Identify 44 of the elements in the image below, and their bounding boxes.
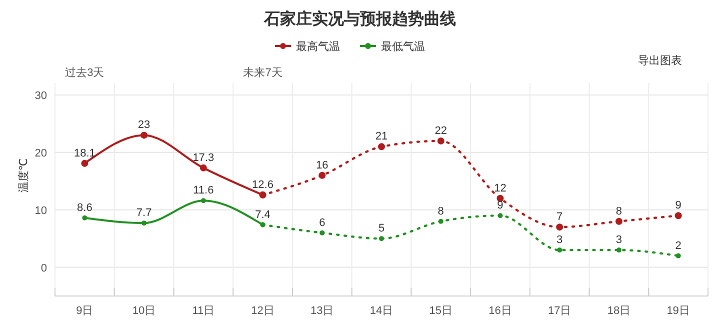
data-label: 9 (675, 200, 682, 212)
y-axis-title: 温度℃ (17, 158, 30, 193)
x-tick-label: 12日 (251, 305, 274, 317)
data-label: 9 (497, 200, 504, 212)
chart-title: 石家庄实况与预报趋势曲线 (263, 9, 456, 28)
data-label: 11.6 (193, 184, 214, 197)
x-tick-label: 13日 (310, 305, 334, 317)
x-tick-label: 15日 (429, 305, 452, 317)
text: 未来7天 (243, 66, 282, 79)
data-label: 3 (616, 234, 622, 246)
data-label: 8.6 (77, 202, 92, 214)
data-label: 17.3 (192, 152, 214, 164)
x-tick-label: 16日 (488, 305, 512, 317)
legend-label: 最高气温 (296, 40, 340, 53)
data-label: 21 (375, 130, 388, 143)
data-label: 23 (138, 119, 150, 132)
y-tick-label: 0 (40, 262, 47, 274)
x-tick-label: 9日 (76, 305, 94, 317)
x-tick-label: 18日 (607, 305, 631, 317)
data-label: 6 (319, 216, 326, 229)
x-tick-label: 14日 (370, 305, 394, 317)
data-label: 7.7 (136, 207, 152, 220)
data-label: 22 (434, 124, 447, 137)
data-label: 12.6 (252, 178, 274, 191)
x-tick-label: 11日 (192, 305, 215, 317)
x-tick-label: 10日 (132, 305, 156, 317)
data-label: 5 (378, 222, 385, 235)
data-label: 8 (438, 205, 444, 218)
data-label: 3 (556, 234, 563, 246)
text: 过去3天 (65, 66, 104, 79)
text: 导出图表 (638, 54, 682, 67)
data-label: 7.4 (255, 208, 270, 221)
y-tick-label: 10 (34, 204, 47, 217)
data-label: 18.1 (74, 147, 96, 160)
data-label: 12 (494, 182, 506, 194)
y-tick-label: 30 (34, 90, 47, 102)
data-label: 7 (556, 211, 563, 224)
data-label: 8 (616, 205, 622, 218)
x-tick-label: 19日 (666, 305, 690, 317)
data-label: 16 (316, 159, 328, 172)
legend-label: 最低气温 (381, 41, 425, 53)
data-label: 2 (675, 240, 682, 252)
x-tick-label: 17日 (548, 305, 572, 317)
y-tick-label: 20 (34, 147, 47, 160)
